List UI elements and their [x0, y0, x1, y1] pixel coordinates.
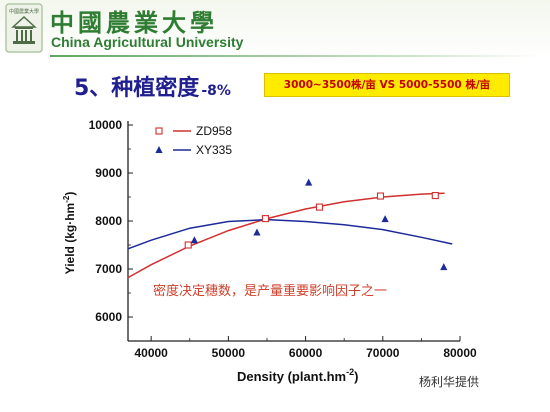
density-comparison-banner: 3000~3500株/亩 VS 5000-5500 株/亩 [264, 73, 510, 97]
data-credit: 杨利华提供 [419, 375, 480, 389]
data-point-zd958 [261, 215, 269, 223]
data-point-xy335 [190, 236, 198, 244]
chart-legend: ZD958 XY335 [155, 124, 232, 157]
x-tick-label: 40000 [134, 346, 168, 360]
data-point-zd958 [184, 241, 192, 249]
x-tick-label: 50000 [212, 346, 246, 360]
y-tick-label: 9000 [95, 166, 122, 180]
data-point-zd958 [315, 203, 324, 211]
svg-text:中國農業大學: 中國農業大學 [9, 8, 39, 15]
slide-title: 5、种植密度 -8% [74, 70, 231, 102]
legend-label-xy335: XY335 [196, 143, 232, 157]
data-point-xy335 [440, 263, 448, 271]
university-seal-icon: 中國農業大學 [5, 3, 43, 53]
y-tick-label: 10000 [89, 118, 123, 132]
data-point-zd958 [376, 192, 385, 200]
y-tick-label: 8000 [95, 214, 122, 228]
data-point-zd958 [431, 192, 439, 200]
data-point-xy335 [381, 215, 389, 223]
chart-annotation: 密度决定穗数，是产量重要影响因子之一 [153, 283, 387, 299]
slide-title-percentage: -8% [201, 83, 231, 99]
university-name-chinese: 中國農業大學 [50, 8, 218, 37]
university-name-english: China Agricultural University [51, 34, 244, 50]
data-point-xy335 [253, 228, 261, 236]
y-tick-label: 7000 [95, 262, 122, 276]
y-tick-label: 6000 [95, 310, 122, 324]
legend-marker-xy335 [155, 146, 163, 153]
legend-label-zd958: ZD958 [196, 124, 232, 138]
x-tick-label: 80000 [443, 346, 477, 360]
fit-curve-xy335 [127, 218, 453, 250]
slide-title-main: 5、种植密度 [74, 76, 200, 101]
legend-marker-zd958 [155, 127, 163, 135]
data-point-xy335 [305, 178, 313, 186]
slide-header: 中國農業大學 中國農業大學 China Agricultural Univers… [0, 0, 550, 60]
x-tick-label: 60000 [289, 346, 323, 360]
y-axis-label: Yield (kg·hm-2) [62, 192, 77, 275]
x-tick-label: 70000 [366, 346, 400, 360]
x-axis-label: Density (plant.hm-2) [237, 367, 358, 384]
fit-curve-zd958 [127, 192, 445, 279]
header-divider [50, 55, 540, 57]
